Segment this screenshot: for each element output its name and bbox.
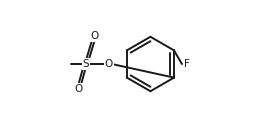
- Text: O: O: [104, 59, 113, 69]
- Text: F: F: [184, 59, 190, 69]
- Text: O: O: [74, 84, 82, 94]
- Text: S: S: [83, 59, 89, 69]
- Text: O: O: [91, 31, 99, 41]
